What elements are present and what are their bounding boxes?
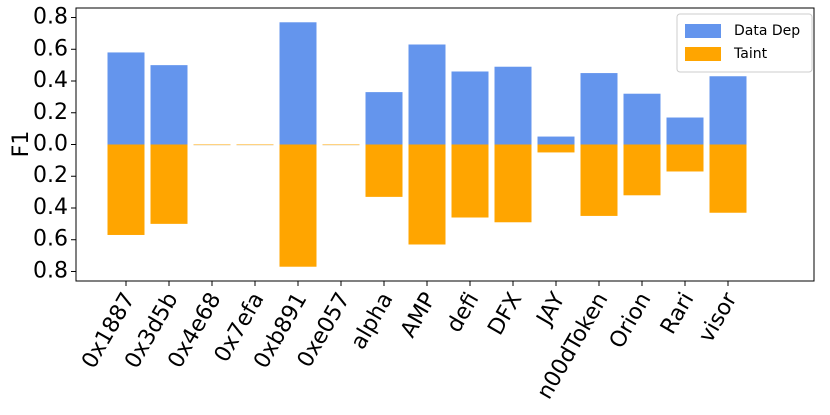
x-tick-label: JAY [531, 288, 570, 331]
bar [537, 144, 575, 153]
bar [150, 144, 188, 224]
legend-swatch [685, 24, 721, 38]
plot-frame [75, 7, 815, 282]
y-axis-label: F1 [9, 131, 34, 158]
bar [494, 144, 532, 223]
bar [623, 144, 661, 196]
y-tick-label: 0.6 [33, 227, 68, 252]
y-tick-label: 0.4 [33, 68, 68, 93]
y-tick-label: 0.8 [33, 258, 68, 283]
bar [365, 144, 403, 197]
bar [580, 73, 618, 145]
y-tick-label: 0.6 [33, 36, 68, 61]
bar [623, 93, 661, 145]
legend-swatch [685, 47, 721, 61]
x-tick-label: AMP [396, 289, 441, 342]
bar [107, 144, 145, 235]
bar [236, 144, 274, 146]
y-tick-label: 0.0 [33, 132, 68, 157]
bar [451, 71, 489, 145]
y-tick-label: 0.8 [33, 5, 68, 30]
legend: Data Dep Taint [676, 13, 813, 73]
bar [709, 76, 747, 145]
bar [709, 144, 747, 213]
x-tick-label: Rari [656, 289, 699, 339]
bar [408, 44, 446, 145]
x-tick-label: Orion [605, 289, 657, 353]
bar [580, 144, 618, 216]
x-tick-label: alpha [346, 289, 398, 354]
legend-label: Data Dep [734, 23, 800, 39]
x-tick-label: defi [442, 289, 484, 337]
bar [107, 52, 145, 145]
bar [451, 144, 489, 218]
y-tick-label: 0.2 [33, 163, 68, 188]
legend-label: Taint [733, 46, 768, 62]
bar [150, 65, 188, 145]
bar [537, 136, 575, 145]
bar [408, 144, 446, 245]
bar [322, 144, 360, 146]
bar [193, 144, 231, 146]
bar [494, 66, 532, 145]
bar [666, 144, 704, 172]
bar [279, 22, 317, 145]
bar [365, 92, 403, 145]
y-tick-label: 0.2 [33, 100, 68, 125]
y-tick-label: 0.4 [33, 195, 68, 220]
x-tick-label: visor [694, 288, 743, 347]
bar [666, 117, 704, 145]
bar [279, 144, 317, 267]
x-tick-label: DFX [483, 289, 527, 340]
